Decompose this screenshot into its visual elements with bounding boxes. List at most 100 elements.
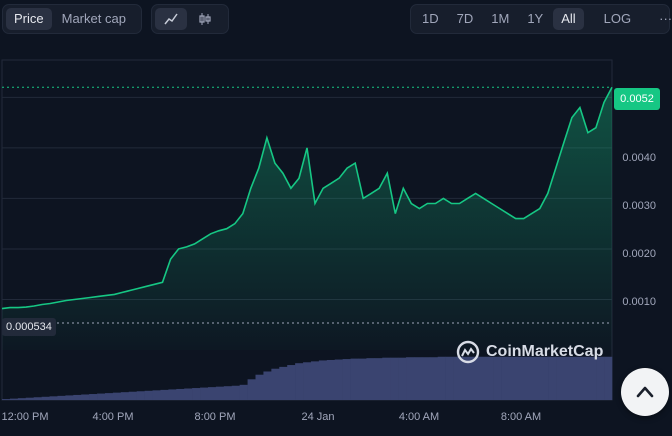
line-chart-button[interactable] — [155, 8, 187, 30]
volume-bar — [604, 356, 613, 400]
volume-bar — [25, 397, 34, 400]
volume-bar — [207, 387, 217, 400]
volume-bar — [516, 356, 526, 400]
x-tick-label: 4:00 AM — [398, 411, 440, 423]
volume-bar — [120, 392, 130, 400]
volume-bar — [461, 356, 470, 400]
volume-bar — [374, 358, 383, 400]
watermark-text: CoinMarketCap — [486, 343, 604, 360]
range-1m-button[interactable]: 1M — [491, 11, 510, 26]
volume-bar — [588, 356, 597, 400]
volume-bar — [33, 397, 42, 400]
volume-bar — [97, 393, 106, 400]
x-tick-label: 8:00 AM — [500, 411, 542, 423]
price-line — [1, 86, 613, 310]
volume-bar — [73, 394, 82, 400]
volume-bar — [49, 396, 58, 400]
volume-bar — [310, 361, 320, 400]
volume-bar — [271, 368, 280, 400]
coinmarketcap-watermark: CoinMarketCap — [456, 340, 603, 364]
volume-bar — [358, 358, 367, 400]
volume-bar — [128, 391, 137, 400]
volume-bar — [540, 356, 549, 400]
price-tab[interactable]: Price — [6, 8, 52, 30]
volume-bar — [104, 393, 114, 400]
candlestick-chart-button[interactable] — [189, 8, 221, 30]
volume-bar — [65, 395, 74, 400]
volume-bar — [596, 356, 605, 400]
volume-bar — [287, 365, 296, 400]
volume-bar — [390, 357, 399, 400]
volume-bar — [9, 398, 19, 400]
volume-bar — [215, 386, 225, 400]
volume-bar — [413, 357, 423, 400]
coinmarketcap-logo-icon — [456, 340, 480, 364]
volume-bar — [318, 360, 328, 400]
volume-bar — [200, 387, 209, 400]
volume-bar — [501, 356, 510, 400]
volume-bar — [453, 356, 462, 400]
chevron-up-icon — [636, 386, 654, 398]
volume-bar — [485, 356, 494, 400]
volume-bar — [398, 357, 407, 400]
current-price-tag: 0.0052 — [614, 88, 660, 110]
metric-toggle: Price Market cap — [2, 4, 142, 34]
volume-bar — [255, 374, 264, 400]
range-toggle: 1D 7D 1M 1Y All LOG ··· — [410, 4, 672, 34]
volume-bar — [57, 395, 66, 400]
volume-bar — [366, 358, 375, 400]
volume-bar — [334, 359, 343, 400]
y-tick-label: 0.0020 — [622, 248, 656, 260]
volume-bar — [572, 356, 581, 400]
volume-bar — [509, 356, 518, 400]
x-tick-label: 8:00 PM — [194, 411, 236, 423]
volume-bar — [421, 357, 431, 400]
volume-bar — [160, 389, 169, 400]
range-7d-button[interactable]: 7D — [456, 11, 474, 26]
volume-bar — [429, 357, 439, 400]
volume-bar — [548, 356, 557, 400]
chart-type-toggle — [151, 4, 229, 34]
volume-bar — [247, 379, 256, 400]
volume-bar — [342, 359, 351, 400]
volume-bar — [524, 356, 534, 400]
volume-bar — [239, 384, 248, 400]
volume-bar — [326, 359, 336, 400]
volume-bar — [2, 399, 11, 400]
more-options-button[interactable]: ··· — [659, 11, 672, 26]
volume-bar — [445, 356, 454, 400]
range-1y-button[interactable]: 1Y — [527, 11, 544, 26]
range-1d-button[interactable]: 1D — [422, 11, 439, 26]
volume-bar — [382, 357, 391, 400]
volume-bar — [192, 388, 201, 400]
y-tick-label: 0.0010 — [622, 296, 656, 308]
line-chart-icon — [164, 13, 178, 25]
volume-bars — [2, 356, 613, 400]
volume-bar — [564, 356, 573, 400]
x-tick-label: 12:00 PM — [1, 411, 49, 423]
volume-bar — [532, 356, 542, 400]
x-tick-label: 4:00 PM — [92, 411, 134, 423]
log-scale-button[interactable]: LOG — [603, 11, 632, 26]
volume-bar — [152, 390, 161, 400]
volume-bar — [580, 356, 589, 400]
volume-bar — [41, 396, 50, 400]
volume-bar — [350, 358, 359, 400]
volume-bar — [17, 398, 27, 400]
volume-bar — [144, 390, 153, 400]
x-tick-label: 24 Jan — [301, 411, 335, 423]
scroll-up-button[interactable] — [621, 368, 669, 416]
volume-bar — [112, 392, 122, 400]
volume-bar — [89, 394, 98, 400]
candlestick-icon — [199, 13, 211, 25]
range-all-button[interactable]: All — [553, 8, 584, 30]
volume-bar — [437, 356, 446, 400]
volume-bar — [263, 371, 272, 400]
volume-bar — [303, 362, 312, 400]
volume-bar — [168, 389, 177, 400]
market-cap-tab[interactable]: Market cap — [61, 11, 126, 26]
volume-bar — [231, 385, 240, 400]
volume-bar — [493, 356, 502, 400]
y-tick-label: 0.0040 — [622, 152, 656, 164]
